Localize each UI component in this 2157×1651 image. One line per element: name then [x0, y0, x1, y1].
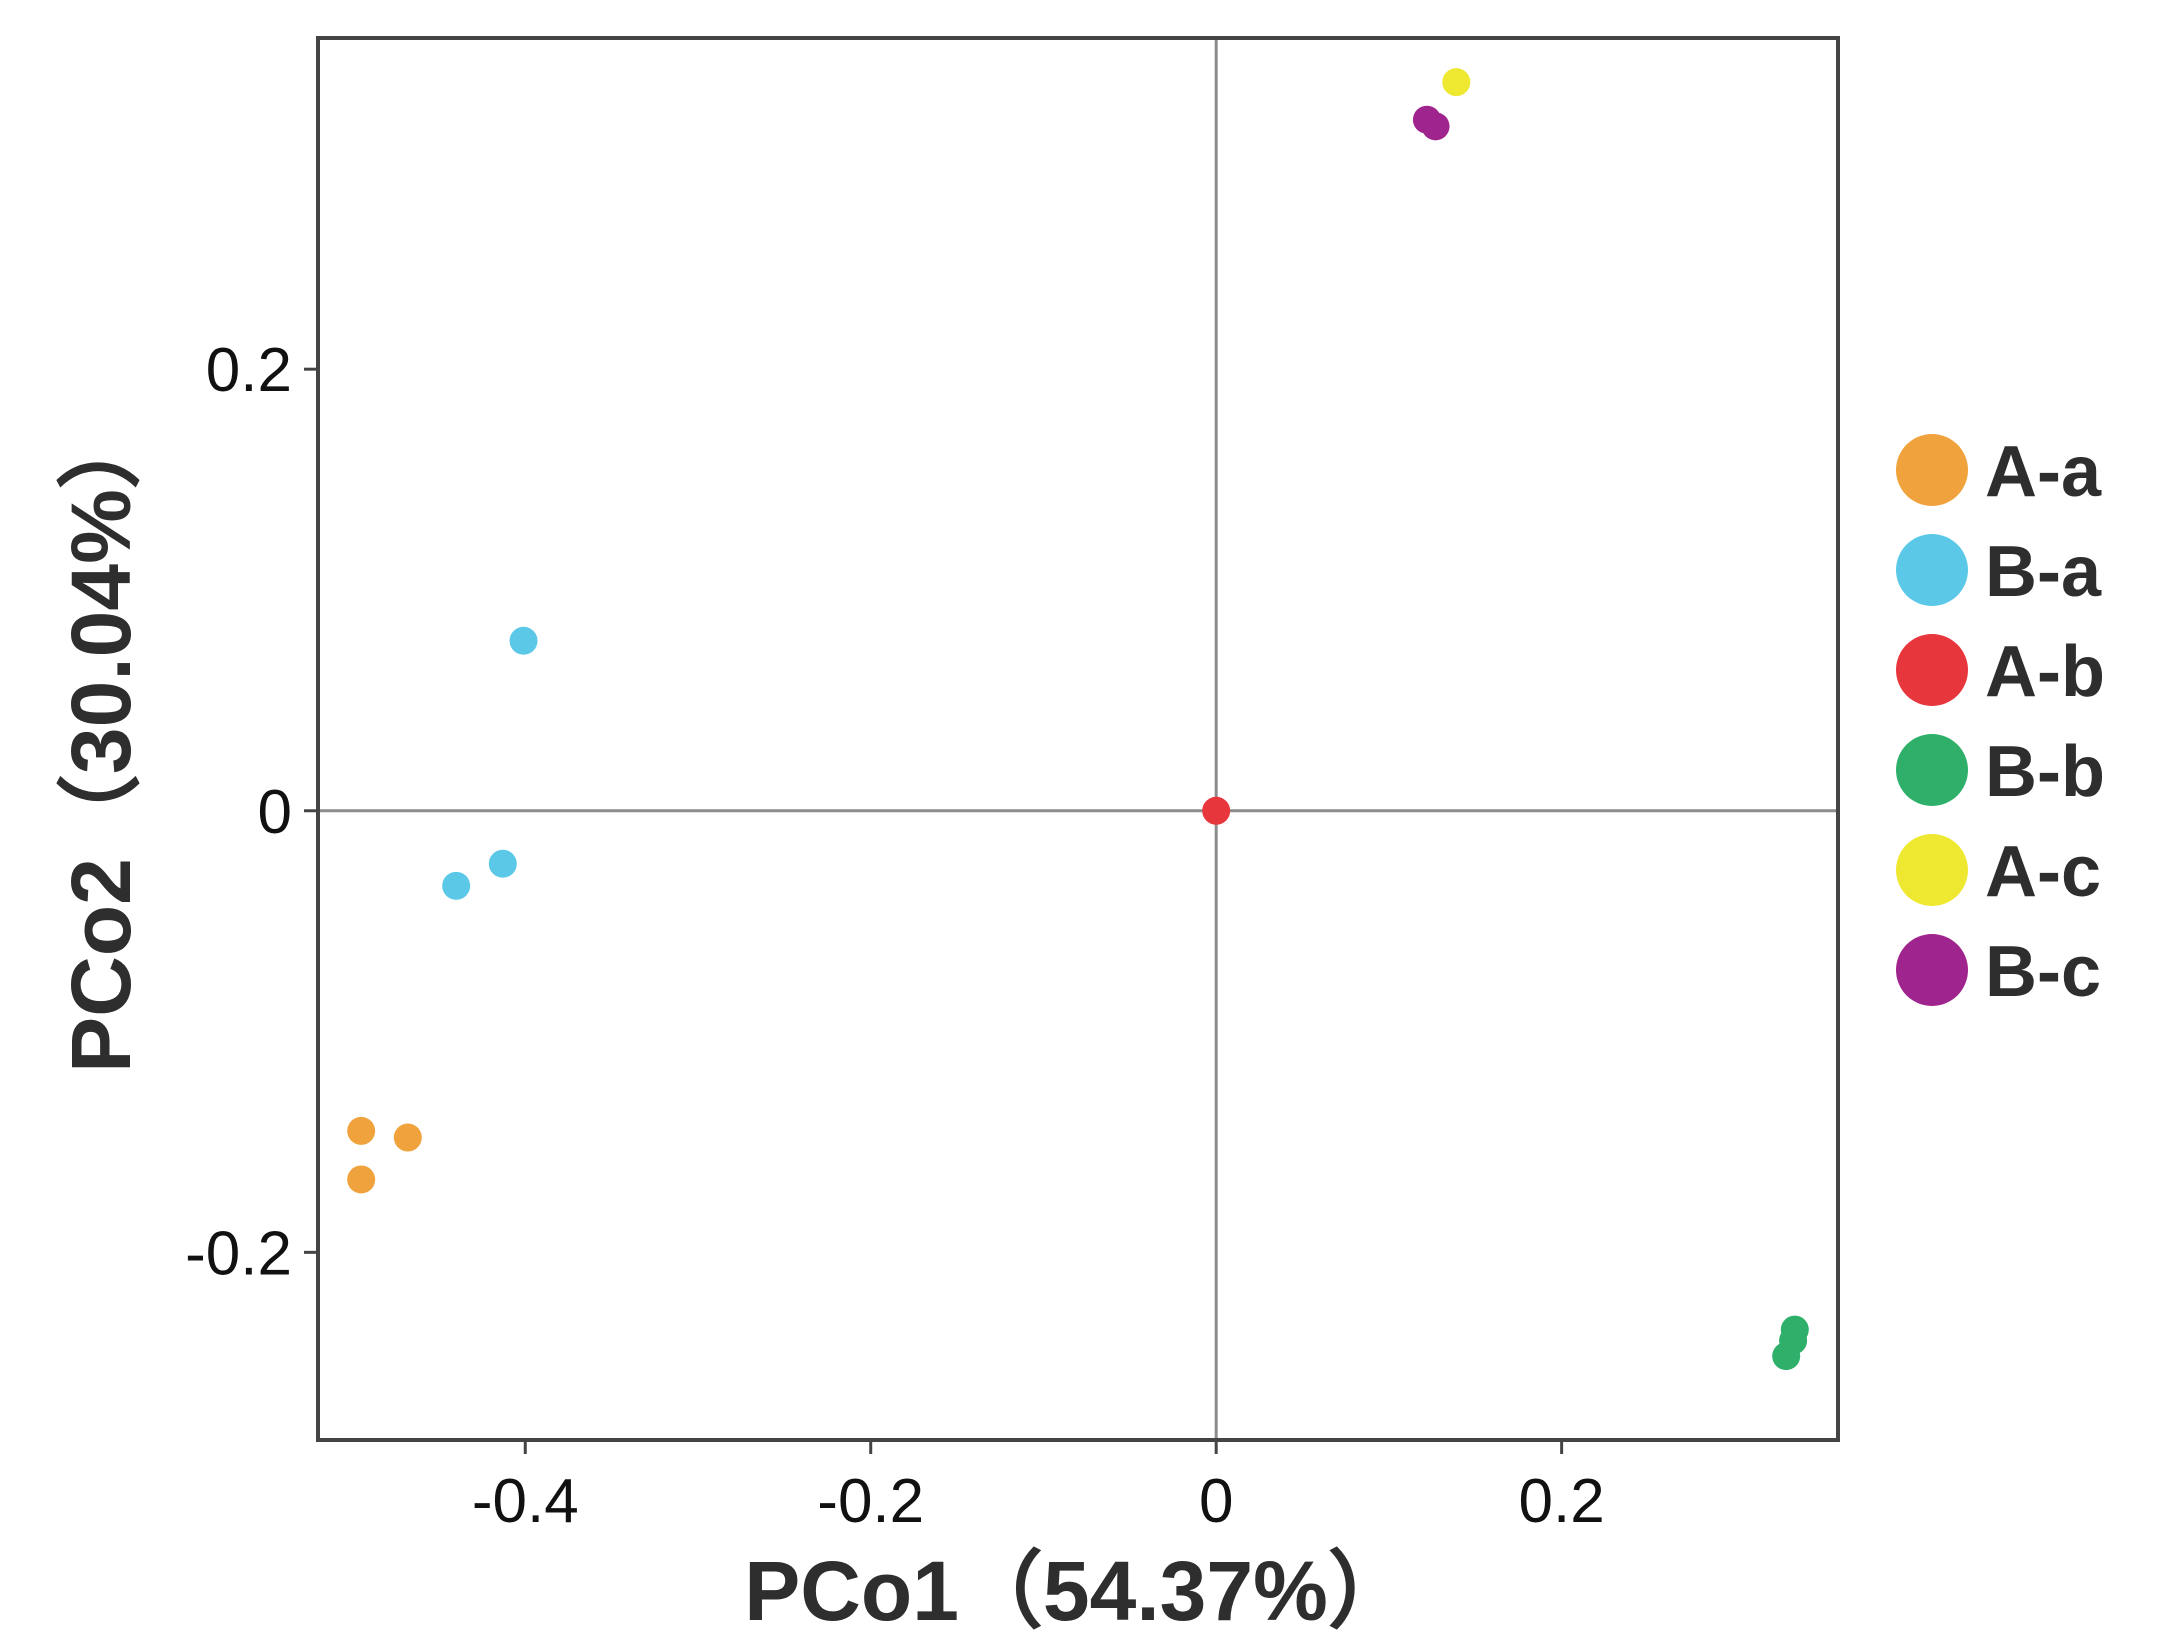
point-B-a — [509, 626, 538, 655]
plot-frame — [316, 36, 1840, 1442]
y-tick-label: -0.2 — [185, 1219, 292, 1288]
x-tick-label: -0.2 — [817, 1467, 924, 1536]
point-A-c — [1442, 68, 1471, 97]
legend-label: A-a — [1985, 432, 2102, 512]
data-points — [347, 68, 1809, 1371]
legend-swatch-A-b — [1896, 634, 1968, 706]
point-A-a — [393, 1123, 422, 1152]
x-axis-ticks: -0.4 -0.2 0 0.2 — [472, 1440, 1605, 1536]
point-B-c — [1421, 112, 1450, 141]
legend: A-a B-a A-b B-b A-c B-c — [1896, 432, 2105, 1012]
y-axis-ticks: -0.2 0 0.2 — [185, 336, 318, 1288]
legend-label: B-b — [1985, 732, 2105, 812]
y-tick-label: 0.2 — [206, 336, 292, 405]
point-A-b — [1202, 796, 1231, 825]
y-axis-title: PCo2（30.04%） — [54, 405, 148, 1073]
legend-swatch-B-c — [1896, 934, 1968, 1006]
point-B-a — [488, 849, 517, 878]
point-B-a — [442, 871, 471, 900]
legend-label: A-b — [1985, 632, 2105, 712]
point-A-a — [347, 1165, 376, 1194]
legend-label: B-c — [1985, 932, 2101, 1012]
x-axis-title: PCo1（54.37%） — [744, 1544, 1412, 1638]
legend-label: B-a — [1985, 532, 2102, 612]
x-tick-label: 0.2 — [1519, 1467, 1605, 1536]
legend-swatch-B-b — [1896, 734, 1968, 806]
y-tick-label: 0 — [258, 778, 292, 847]
legend-swatch-A-a — [1896, 434, 1968, 506]
legend-swatch-B-a — [1896, 534, 1968, 606]
point-B-b — [1772, 1342, 1801, 1371]
zero-reference-lines — [318, 38, 1838, 1440]
x-tick-label: 0 — [1199, 1467, 1233, 1536]
point-A-a — [347, 1116, 376, 1145]
legend-swatch-A-c — [1896, 834, 1968, 906]
legend-label: A-c — [1985, 832, 2101, 912]
x-tick-label: -0.4 — [472, 1467, 579, 1536]
